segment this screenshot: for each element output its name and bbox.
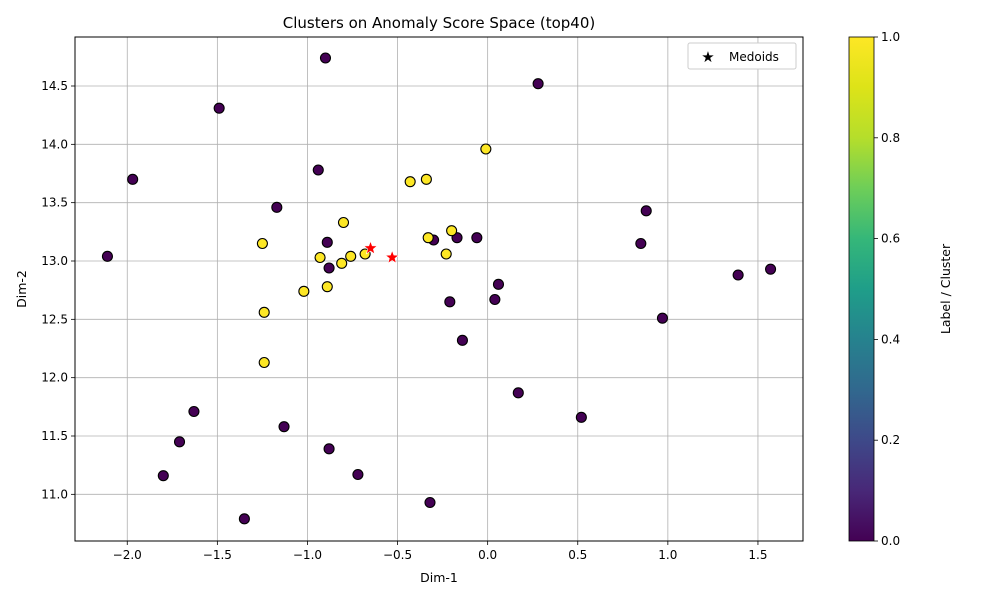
data-point-cluster-0 [732,269,744,281]
y-tick-label: 14.0 [41,137,68,151]
data-point-cluster-0 [278,421,290,433]
x-tick-label: −1.0 [293,548,322,562]
x-tick-label: −2.0 [113,548,142,562]
data-point-cluster-0 [656,312,668,324]
data-point-cluster-1 [345,250,357,262]
legend: ★ Medoids [687,42,797,70]
colorbar-label: Label / Cluster [938,243,953,334]
data-point-cluster-1 [440,248,452,260]
data-point-cluster-0 [127,173,139,185]
data-point-cluster-0 [323,443,335,455]
data-point-cluster-1 [258,356,270,369]
legend-entry-medoids: Medoids [729,50,779,64]
medoid-star [384,249,400,264]
data-point-cluster-0 [512,387,524,399]
data-point-cluster-0 [157,470,169,482]
x-axis-ticks: −2.0 −1.5 −1.0 −0.5 0.0 0.5 1.0 1.5 [113,541,767,562]
data-point-cluster-1 [314,251,326,264]
data-point-cluster-1 [337,216,350,229]
x-axis-label: Dim-1 [420,570,458,585]
data-point-cluster-1 [446,225,458,237]
data-point-cluster-1 [321,281,333,293]
data-point-cluster-0 [575,411,587,423]
data-point-cluster-0 [213,102,225,114]
medoid-star [363,240,378,255]
y-tick-label: 11.5 [41,429,68,443]
data-point-cluster-0 [471,232,483,244]
data-point-cluster-0 [492,278,505,290]
data-point-cluster-1 [404,176,416,188]
data-point-cluster-0 [635,237,647,250]
y-tick-label: 12.0 [41,371,68,385]
x-tick-label: 1.5 [748,548,767,562]
colorbar-tick-label: 1.0 [881,30,900,44]
data-point-cluster-0 [188,405,200,418]
colorbar-tick-label: 0.8 [881,131,900,145]
colorbar-tick-label: 0.0 [881,534,900,548]
data-point-cluster-1 [420,173,432,185]
colorbar-tick-label: 0.4 [881,332,900,346]
plot-frame [74,36,804,542]
data-point-cluster-0 [444,296,456,308]
data-point-cluster-0 [532,78,544,90]
data-point-cluster-0 [489,293,501,306]
colorbar [848,36,875,542]
y-tick-label: 13.5 [41,196,68,210]
chart-title: Clusters on Anomaly Score Space (top40) [283,14,595,32]
data-point-cluster-0 [424,496,436,509]
data-point-cluster-0 [323,262,335,274]
colorbar-tick-label: 0.6 [881,232,900,246]
data-point-cluster-0 [238,513,250,525]
data-point-cluster-0 [101,250,113,262]
data-point-cluster-1 [422,232,434,244]
x-tick-label: 1.0 [658,548,677,562]
data-point-cluster-0 [765,263,777,275]
x-tick-label: 0.5 [568,548,587,562]
data-point-cluster-1 [258,306,270,318]
data-point-cluster-1 [480,143,492,155]
data-point-cluster-1 [256,237,268,250]
y-tick-label: 11.0 [41,487,68,501]
y-tick-label: 12.5 [41,312,68,326]
colorbar-tick-label: 0.2 [881,433,900,447]
y-tick-label: 14.5 [41,79,68,93]
data-point-cluster-0 [271,201,283,213]
y-axis-label: Dim-2 [14,270,29,308]
legend-box [687,42,797,70]
data-point-cluster-0 [456,334,468,346]
y-tick-label: 13.0 [41,254,68,268]
data-point-cluster-0 [319,52,332,64]
data-point-cluster-0 [312,164,324,176]
data-point-cluster-0 [321,236,333,248]
data-points [101,52,777,525]
legend-star-icon: ★ [701,48,714,66]
y-axis-ticks: 11.0 11.5 12.0 12.5 13.0 13.5 14.0 14.5 [41,79,75,501]
data-point-cluster-1 [298,285,310,297]
x-tick-label: −0.5 [383,548,412,562]
data-point-cluster-0 [352,468,364,481]
medoid-markers [363,240,400,264]
x-tick-label: −1.5 [203,548,232,562]
data-point-cluster-0 [173,436,186,448]
grid-lines [75,37,803,541]
data-point-cluster-0 [640,205,652,217]
data-point-cluster-1 [336,257,348,269]
x-tick-label: 0.0 [478,548,497,562]
colorbar-ticks: 0.0 0.2 0.4 0.6 0.8 1.0 [874,30,900,548]
